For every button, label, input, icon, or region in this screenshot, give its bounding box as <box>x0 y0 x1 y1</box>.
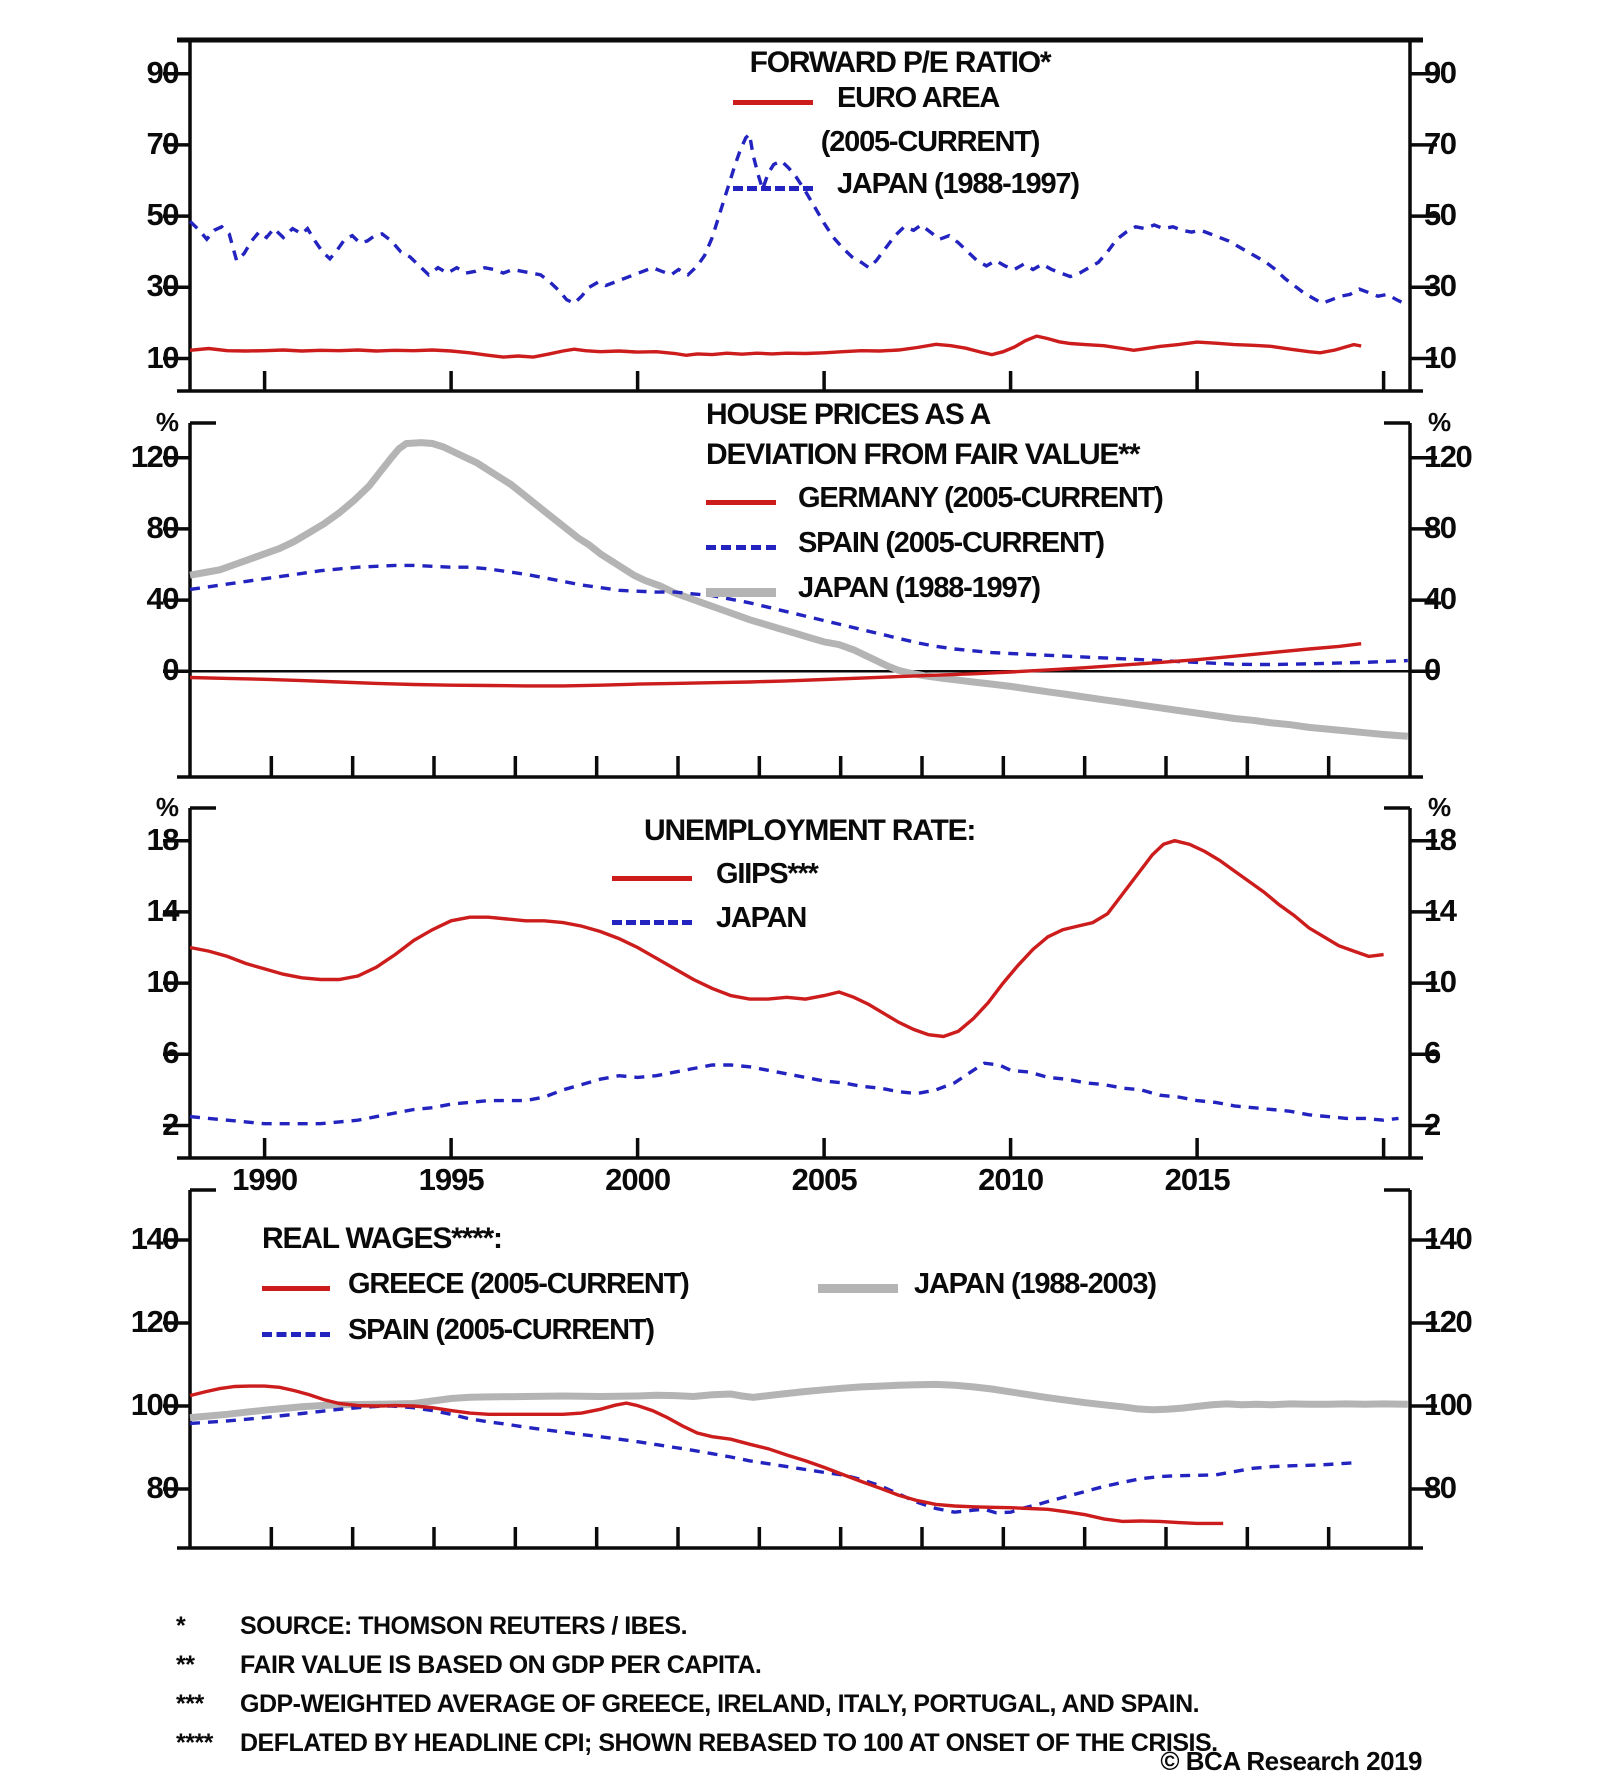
x-axis-year-label: 1995 <box>418 1162 485 1197</box>
x-axis-year-label: 2005 <box>791 1162 858 1197</box>
x-axis-year-label: 1990 <box>232 1162 298 1197</box>
y-axis-label-left: 120 <box>130 438 180 474</box>
footnote-3-text: GDP-WEIGHTED AVERAGE OF GREECE, IRELAND,… <box>240 1690 1200 1718</box>
y-axis-label-right: 80 <box>1424 509 1457 545</box>
y-axis-unit-right: % <box>1428 407 1451 437</box>
y-axis-label-left: 120 <box>130 1304 180 1339</box>
copyright-notice: © BCA Research 2019 <box>1160 1746 1422 1776</box>
greece-line-sample <box>262 1286 330 1291</box>
panel1-legend-title: FORWARD P/E RATIO* <box>749 46 1052 79</box>
panel2-legend-title-line1: HOUSE PRICES AS A <box>706 398 991 431</box>
footnote-2: ** FAIR VALUE IS BASED ON GDP PER CAPITA. <box>176 1651 762 1680</box>
y-axis-label-right: 120 <box>1424 1304 1473 1339</box>
giips-legend-label: GIIPS*** <box>716 858 819 890</box>
panel2-legend-title-line2: DEVIATION FROM FAIR VALUE** <box>706 438 1140 471</box>
y-axis-label-right: 2 <box>1424 1106 1441 1142</box>
y-axis-label-right: 140 <box>1424 1221 1473 1256</box>
footnote-4: **** DEFLATED BY HEADLINE CPI; SHOWN REBA… <box>176 1729 1218 1758</box>
x-axis-year-label: 2015 <box>1164 1162 1231 1197</box>
footnote-1-text: SOURCE: THOMSON REUTERS / IBES. <box>240 1612 688 1640</box>
y-axis-label-right: 10 <box>1424 339 1457 375</box>
germany-legend-label: GERMANY (2005-CURRENT) <box>798 482 1164 514</box>
footnote-4-marker: **** <box>176 1729 213 1757</box>
japan-pe-legend-label: JAPAN (1988-1997) <box>837 168 1080 200</box>
euro-area-legend-label: EURO AREA <box>837 82 1000 114</box>
footnote-1-marker: * <box>176 1612 186 1640</box>
y-axis-label-left: 2 <box>162 1106 179 1142</box>
y-axis-unit-left: % <box>155 792 179 822</box>
y-axis-unit-right: % <box>1428 792 1451 822</box>
series-line-japan-1988-1997 <box>188 130 1409 307</box>
series-line-japan-1988-1997 <box>189 439 1409 740</box>
panel4-legend-title: REAL WAGES****: <box>262 1222 503 1255</box>
x-axis-year-label: 2010 <box>978 1162 1044 1197</box>
y-axis-label-left: 10 <box>146 964 180 1000</box>
footnote-2-marker: ** <box>176 1651 195 1679</box>
y-axis-label-left: 50 <box>146 197 180 233</box>
y-axis-unit-left: % <box>155 407 179 437</box>
spain-wages-line-sample <box>262 1332 330 1337</box>
series-line-japan <box>189 1061 1399 1126</box>
footnote-4-text: DEFLATED BY HEADLINE CPI; SHOWN REBASED … <box>240 1729 1218 1757</box>
y-axis-label-right: 80 <box>1424 1470 1457 1505</box>
y-axis-label-right: 70 <box>1424 125 1457 161</box>
spain-house-line-sample <box>706 545 776 550</box>
japan-unemp-line-sample <box>612 920 692 925</box>
spain-house-legend-label: SPAIN (2005-CURRENT) <box>798 527 1105 559</box>
japan-house-line-sample <box>706 588 776 597</box>
y-axis-label-right: 30 <box>1424 268 1457 304</box>
series-line-giips <box>189 838 1384 1039</box>
panel3-legend-title: UNEMPLOYMENT RATE: <box>644 814 976 847</box>
series-line-spain-2005-current <box>189 563 1408 667</box>
y-axis-label-left: 80 <box>146 1470 180 1505</box>
y-axis-label-left: 6 <box>162 1035 179 1071</box>
y-axis-label-left: 90 <box>146 54 180 90</box>
y-axis-label-right: 14 <box>1424 892 1457 928</box>
series-line-euro-area-2005-current <box>189 334 1362 359</box>
y-axis-label-left: 0 <box>162 652 179 688</box>
y-axis-label-right: 90 <box>1424 54 1457 90</box>
y-axis-label-right: 120 <box>1424 438 1473 474</box>
y-axis-label-right: 40 <box>1424 581 1457 617</box>
y-axis-label-left: 70 <box>146 125 180 161</box>
y-axis-label-right: 6 <box>1424 1035 1441 1071</box>
y-axis-label-right: 10 <box>1424 964 1457 1000</box>
x-axis-year-label: 2000 <box>605 1162 671 1197</box>
japan-unemp-legend-label: JAPAN <box>716 902 807 934</box>
y-axis-label-left: 140 <box>130 1221 180 1256</box>
y-axis-label-right: 100 <box>1424 1387 1473 1422</box>
germany-line-sample <box>706 500 776 505</box>
y-axis-label-left: 100 <box>130 1387 180 1422</box>
y-axis-label-left: 30 <box>146 268 180 304</box>
series-line-japan-1988-2003 <box>189 1380 1408 1422</box>
y-axis-label-right: 0 <box>1424 652 1441 688</box>
footnote-2-text: FAIR VALUE IS BASED ON GDP PER CAPITA. <box>240 1651 762 1679</box>
japan-pe-line-sample <box>733 186 813 191</box>
y-axis-label-left: 14 <box>146 892 180 928</box>
japan-wages-line-sample <box>818 1284 898 1293</box>
giips-line-sample <box>612 876 692 881</box>
y-axis-label-left: 80 <box>146 509 180 545</box>
footnote-3-marker: *** <box>176 1690 204 1718</box>
y-axis-label-right: 50 <box>1424 197 1457 233</box>
y-axis-label-left: 40 <box>146 581 180 617</box>
euro-area-line-sample <box>733 100 813 105</box>
japan-wages-legend-label: JAPAN (1988-2003) <box>914 1268 1157 1300</box>
series-line-germany-2005-current <box>189 642 1362 688</box>
y-axis-label-left: 10 <box>146 339 180 375</box>
footnote-3: *** GDP-WEIGHTED AVERAGE OF GREECE, IRELA… <box>176 1690 1200 1719</box>
spain-wages-legend-label: SPAIN (2005-CURRENT) <box>348 1314 655 1346</box>
y-axis-label-right: 18 <box>1424 821 1457 857</box>
series-line-greece-2005-current <box>189 1384 1224 1526</box>
euro-area-legend-sublabel: (2005-CURRENT) <box>820 126 1041 158</box>
footnote-1: * SOURCE: THOMSON REUTERS / IBES. <box>176 1612 688 1641</box>
greece-legend-label: GREECE (2005-CURRENT) <box>348 1268 690 1300</box>
japan-house-legend-label: JAPAN (1988-1997) <box>798 572 1041 604</box>
series-line-spain-2005-current <box>189 1404 1358 1515</box>
y-axis-label-left: 18 <box>146 821 180 857</box>
